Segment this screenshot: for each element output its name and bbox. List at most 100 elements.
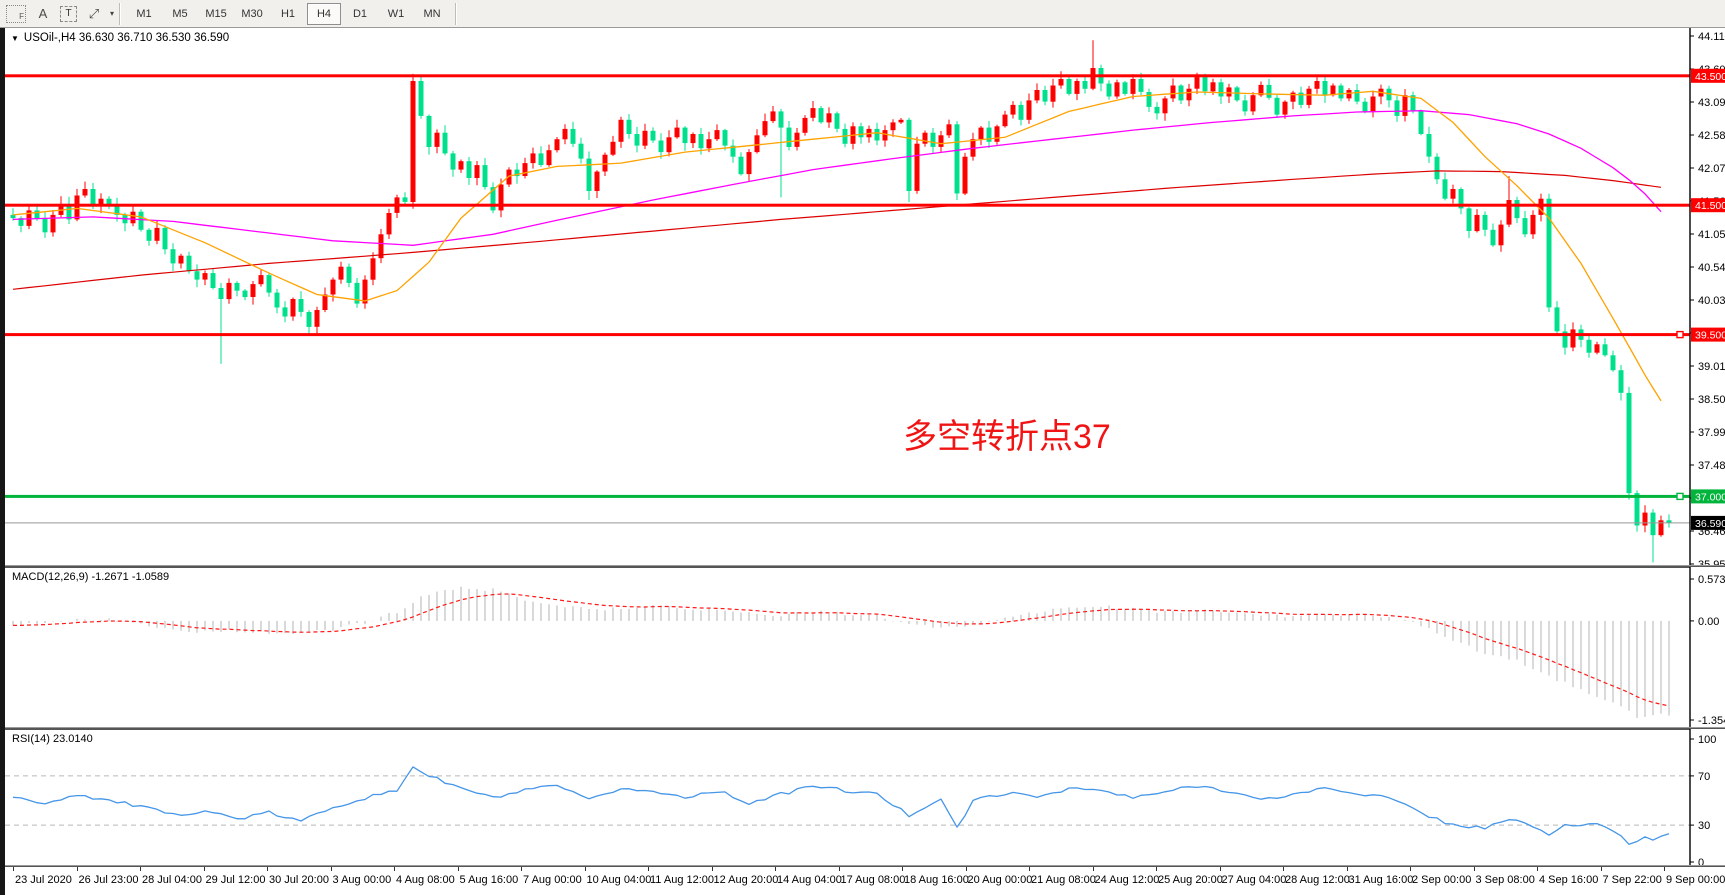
date-label: 7 Sep 22:00 — [1602, 874, 1662, 886]
timeframe-button-h4[interactable]: H4 — [307, 2, 342, 25]
date-label: 26 Jul 23:00 — [78, 874, 139, 886]
toolbar: F A T ⤢ ▾ M1 M5 M15 M30 H1 H4 D1 W1 MN — [0, 0, 1725, 28]
date-tick — [965, 867, 967, 871]
date-label: 10 Aug 04:00 — [586, 874, 652, 886]
svg-text:39.015: 39.015 — [1698, 361, 1725, 373]
date-label: 23 Jul 2020 — [15, 874, 72, 886]
panel-splitter-rsi[interactable] — [5, 727, 1725, 730]
date-tick — [838, 867, 840, 871]
symbol-ohlc-text: USOil-,H4 36.630 36.710 36.530 36.590 — [23, 32, 230, 44]
svg-text:35.955: 35.955 — [1698, 559, 1725, 567]
date-label: 7 Aug 00:00 — [523, 874, 582, 886]
svg-text:37.000: 37.000 — [1695, 491, 1725, 503]
timeframe-button-m15[interactable]: M15 — [205, 7, 227, 20]
date-tick — [1029, 867, 1030, 871]
svg-text:39.500: 39.500 — [1695, 330, 1725, 342]
svg-text:0.00: 0.00 — [1698, 616, 1719, 628]
date-label: 2 Sep 00:00 — [1412, 874, 1472, 886]
date-tick — [1346, 867, 1348, 871]
date-tick — [267, 867, 268, 871]
date-tick — [76, 867, 78, 871]
date-label: 30 Jul 20:00 — [269, 874, 329, 886]
date-tick — [711, 867, 713, 871]
svg-text:44.115: 44.115 — [1698, 31, 1725, 43]
date-tick — [521, 867, 522, 871]
svg-text:0: 0 — [1698, 857, 1704, 865]
timeframe-button-mn[interactable]: MN — [423, 7, 441, 20]
svg-text:37.995: 37.995 — [1698, 427, 1725, 439]
chart-window: 44.11543.60543.09542.58542.07541.56541.0… — [0, 28, 1725, 895]
date-tick — [1219, 867, 1221, 871]
date-label: 29 Jul 12:00 — [205, 874, 266, 886]
timeframe-button-d1[interactable]: D1 — [352, 7, 368, 20]
svg-text:43.095: 43.095 — [1698, 97, 1725, 109]
svg-text:37.485: 37.485 — [1698, 460, 1725, 472]
date-tick — [1473, 867, 1475, 871]
crosshair-arrows-icon[interactable]: ⤢ — [88, 5, 100, 21]
date-label: 24 Aug 12:00 — [1094, 874, 1160, 886]
symbol-dropdown-icon[interactable]: ▼ — [11, 34, 19, 43]
panel-splitter-macd[interactable] — [5, 565, 1725, 568]
date-label: 14 Aug 04:00 — [777, 874, 842, 886]
timeframe-button-m5[interactable]: M5 — [172, 7, 188, 20]
date-label: 5 Aug 16:00 — [459, 874, 519, 886]
symbol-title[interactable]: ▼ USOil-,H4 36.630 36.710 36.530 36.590 — [11, 32, 229, 44]
date-tick — [457, 867, 459, 871]
svg-text:40.545: 40.545 — [1698, 262, 1725, 274]
date-tick — [13, 867, 14, 871]
timeframe-button-m1[interactable]: M1 — [136, 7, 152, 20]
indicators-grid-icon[interactable]: F — [6, 4, 26, 23]
date-label: 18 Aug 16:00 — [904, 874, 969, 886]
date-label: 9 Sep 00:00 — [1666, 874, 1725, 886]
timeframe-group: M1 M5 M15 M30 H1 H4 D1 W1 MN — [126, 2, 450, 25]
date-tick — [1664, 867, 1665, 871]
timeframe-button-h1[interactable]: H1 — [280, 7, 296, 20]
toolbar-separator — [455, 2, 458, 25]
date-tick — [584, 867, 586, 871]
date-tick — [1283, 867, 1284, 871]
svg-text:100: 100 — [1698, 734, 1716, 746]
macd-panel-chart[interactable]: 0.573 0.00 -1.3548 — [5, 567, 1725, 727]
dropdown-caret-icon[interactable]: ▾ — [110, 9, 115, 18]
date-tick — [1600, 867, 1602, 871]
date-label: 17 Aug 08:00 — [840, 874, 906, 886]
date-label: 31 Aug 16:00 — [1348, 874, 1414, 886]
svg-text:30: 30 — [1698, 820, 1710, 832]
date-label: 12 Aug 20:00 — [713, 874, 779, 886]
date-tick — [775, 867, 776, 871]
date-axis-border — [5, 865, 1725, 868]
timeframe-button-m30[interactable]: M30 — [241, 7, 263, 20]
rsi-panel-chart[interactable]: 100 70 30 0 — [5, 729, 1725, 865]
date-axis: 23 Jul 2020 26 Jul 23:00 28 Jul 04:00 29 Ju… — [5, 867, 1725, 895]
date-label: 3 Sep 08:00 — [1475, 874, 1535, 886]
macd-indicator-label: MACD(12,26,9) -1.2671 -1.0589 — [12, 571, 170, 583]
date-tick — [1092, 867, 1094, 871]
date-tick — [902, 867, 903, 871]
date-label: 28 Jul 04:00 — [142, 874, 202, 886]
date-tick — [140, 867, 141, 871]
main-price-chart[interactable]: 44.11543.60543.09542.58542.07541.56541.0… — [5, 28, 1725, 567]
svg-text:36.590: 36.590 — [1695, 518, 1725, 530]
date-tick — [330, 867, 332, 871]
date-label: 3 Aug 00:00 — [332, 874, 392, 886]
date-tick — [648, 867, 649, 871]
text-box-icon[interactable]: T — [60, 5, 77, 22]
date-tick — [1410, 867, 1411, 871]
date-tick — [1156, 867, 1157, 871]
svg-text:41.500: 41.500 — [1695, 200, 1725, 212]
svg-text:43.500: 43.500 — [1695, 71, 1725, 83]
date-tick — [394, 867, 395, 871]
svg-text:41.055: 41.055 — [1698, 229, 1725, 241]
text-label-icon[interactable]: A — [38, 6, 48, 21]
date-label: 20 Aug 00:00 — [967, 874, 1033, 886]
svg-text:42.585: 42.585 — [1698, 130, 1725, 142]
svg-text:70: 70 — [1698, 771, 1710, 783]
timeframe-button-w1[interactable]: W1 — [387, 7, 405, 20]
date-label: 28 Aug 12:00 — [1285, 874, 1350, 886]
svg-text:40.035: 40.035 — [1698, 295, 1725, 307]
svg-text:42.075: 42.075 — [1698, 163, 1725, 175]
date-label: 4 Sep 16:00 — [1539, 874, 1599, 886]
date-label: 27 Aug 04:00 — [1221, 874, 1287, 886]
date-label: 25 Aug 20:00 — [1158, 874, 1223, 886]
date-label: 4 Aug 08:00 — [396, 874, 455, 886]
